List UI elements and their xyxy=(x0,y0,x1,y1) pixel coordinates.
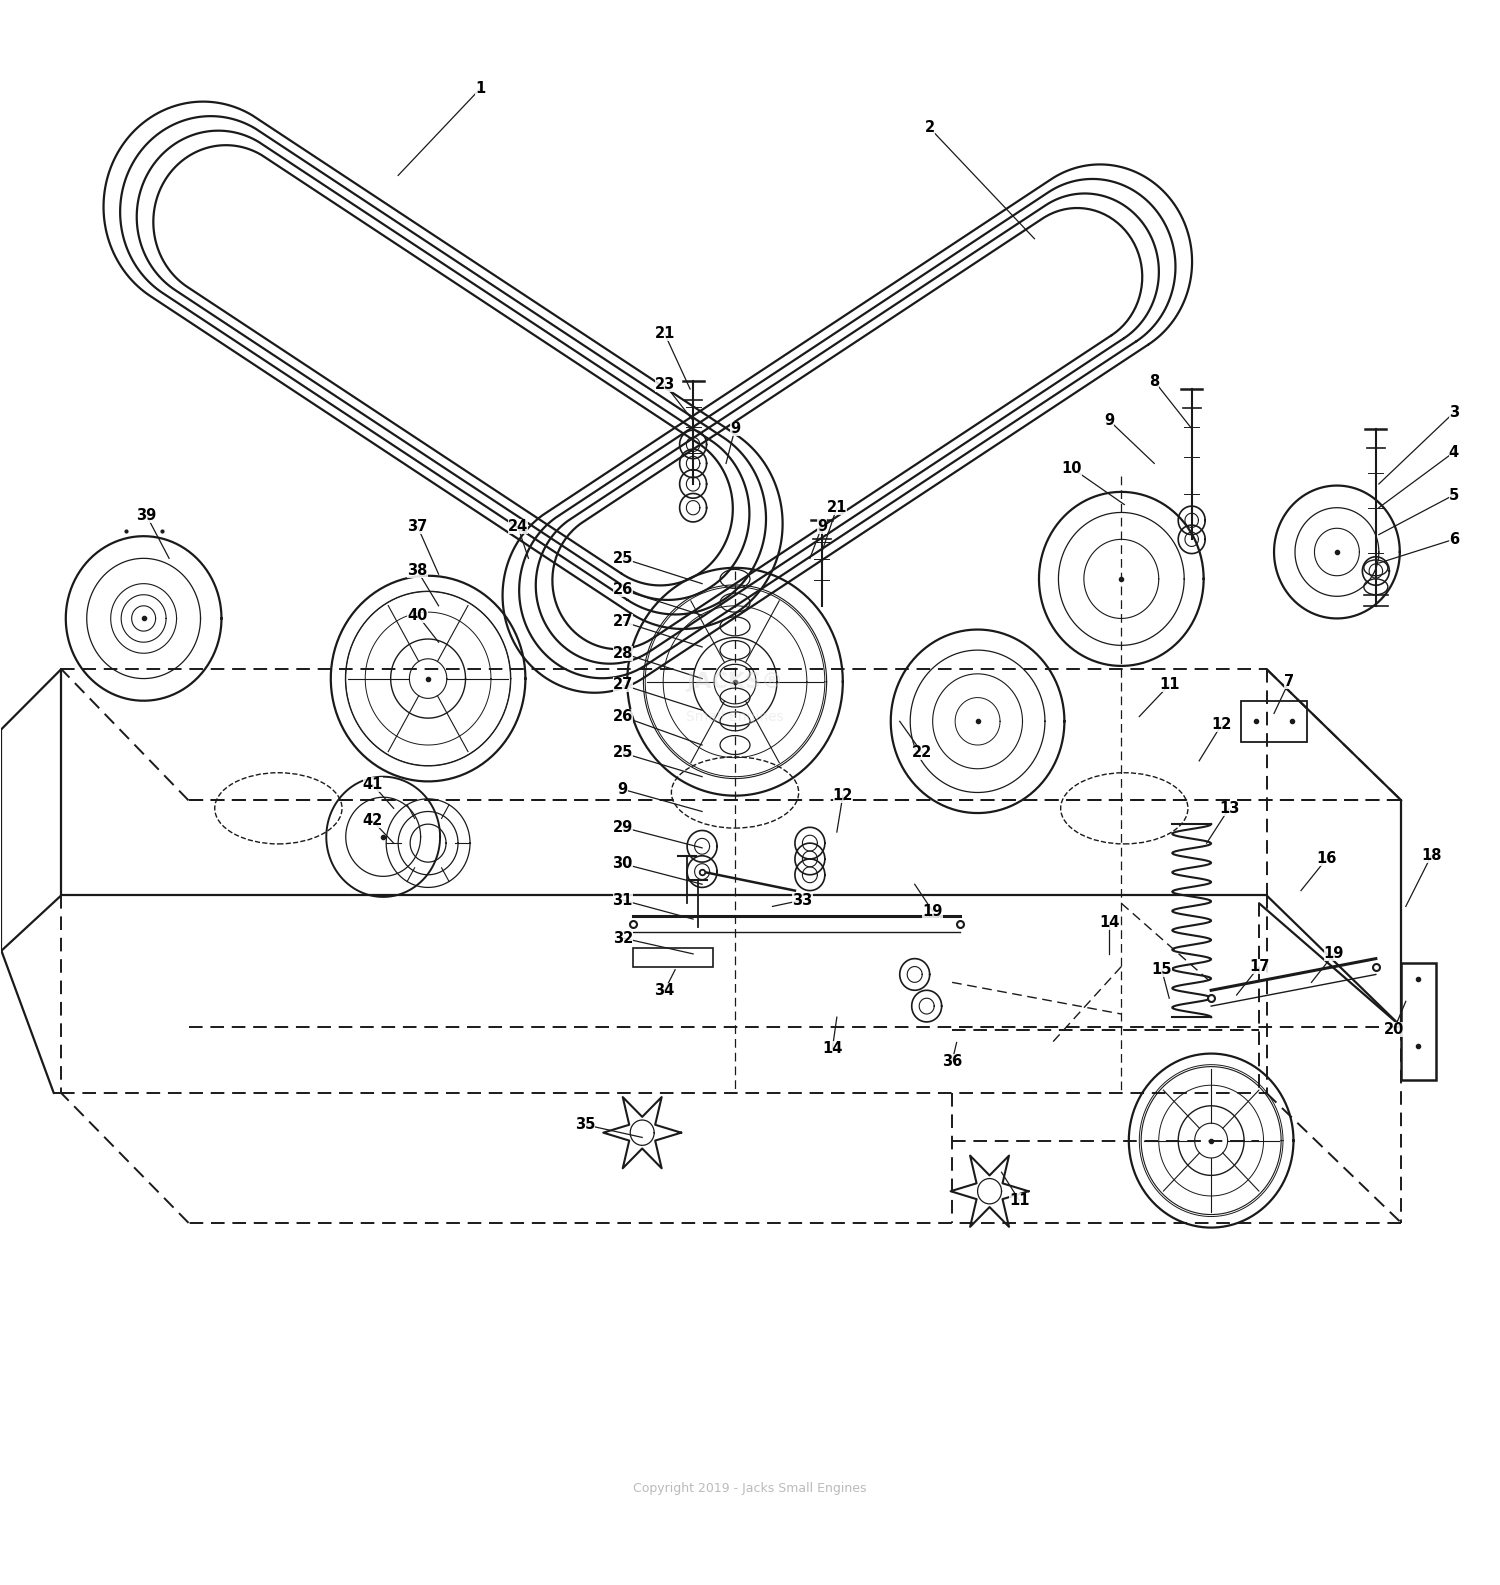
Text: 19: 19 xyxy=(922,903,944,919)
Text: 31: 31 xyxy=(612,892,633,908)
Text: 17: 17 xyxy=(1250,959,1269,975)
Text: 14: 14 xyxy=(822,1041,843,1056)
Text: 3: 3 xyxy=(1449,406,1460,420)
Text: 12: 12 xyxy=(1212,716,1231,732)
Text: Copyright 2019 - Jacks Small Engines: Copyright 2019 - Jacks Small Engines xyxy=(633,1482,867,1495)
Text: 5: 5 xyxy=(1449,488,1460,502)
Text: 30: 30 xyxy=(612,856,633,872)
Text: 10: 10 xyxy=(1062,461,1082,475)
Text: 4: 4 xyxy=(1449,445,1460,460)
Text: 35: 35 xyxy=(574,1117,596,1132)
Text: 27: 27 xyxy=(612,677,633,693)
Text: 2: 2 xyxy=(924,120,934,135)
Text: 26: 26 xyxy=(612,582,633,598)
Text: 34: 34 xyxy=(654,983,675,999)
Text: 33: 33 xyxy=(792,892,813,908)
Text: 26: 26 xyxy=(612,708,633,724)
Text: 25: 25 xyxy=(612,552,633,566)
Text: JACKS®: JACKS® xyxy=(687,672,783,691)
Text: 9: 9 xyxy=(1104,414,1114,428)
Text: 20: 20 xyxy=(1383,1022,1404,1037)
Text: 16: 16 xyxy=(1316,851,1336,867)
Text: 36: 36 xyxy=(942,1054,963,1068)
Text: 19: 19 xyxy=(1323,946,1344,962)
Text: 28: 28 xyxy=(612,645,633,661)
Text: 40: 40 xyxy=(408,607,428,623)
Text: 1: 1 xyxy=(476,81,486,97)
Text: 42: 42 xyxy=(363,813,382,829)
Text: 29: 29 xyxy=(612,819,633,835)
Text: 21: 21 xyxy=(827,501,848,515)
Text: 7: 7 xyxy=(1284,674,1294,689)
Text: 14: 14 xyxy=(1100,915,1119,930)
Text: 9: 9 xyxy=(618,781,628,797)
Text: 24: 24 xyxy=(509,520,528,534)
Text: 15: 15 xyxy=(1152,962,1172,978)
Text: 27: 27 xyxy=(612,613,633,629)
Text: 37: 37 xyxy=(408,520,428,534)
Text: 12: 12 xyxy=(833,788,854,804)
Text: Small Engines: Small Engines xyxy=(686,710,784,724)
Text: 38: 38 xyxy=(408,564,428,579)
Text: 11: 11 xyxy=(1010,1194,1029,1208)
Text: 9: 9 xyxy=(818,520,827,534)
Text: 22: 22 xyxy=(912,745,933,761)
Text: 13: 13 xyxy=(1220,800,1239,816)
Text: 41: 41 xyxy=(363,777,382,792)
Text: 6: 6 xyxy=(1449,533,1460,547)
Text: 18: 18 xyxy=(1420,848,1442,864)
Text: 9: 9 xyxy=(730,422,740,436)
Text: 25: 25 xyxy=(612,745,633,761)
Text: 23: 23 xyxy=(654,377,675,391)
Text: 8: 8 xyxy=(1149,374,1160,388)
Text: 39: 39 xyxy=(136,509,156,523)
Text: 21: 21 xyxy=(654,327,675,341)
Text: 11: 11 xyxy=(1160,677,1179,693)
Text: 32: 32 xyxy=(612,930,633,946)
